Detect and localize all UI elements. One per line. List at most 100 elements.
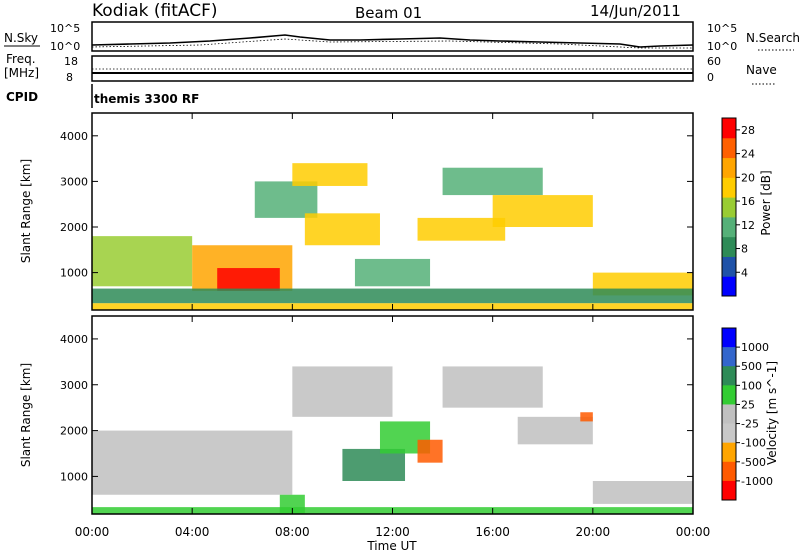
velocity-colorbar-frame [721,327,737,501]
velocity-colorbar-cell-5 [722,423,736,444]
xtick-label-2: 08:00 [275,525,310,539]
velocity-colorbar-cell-1 [722,347,736,367]
date-title: 14/Jun/2011 [590,2,681,20]
station-title: Kodiak (fitACF) [92,1,218,21]
velocity-colorbar-cell-7 [722,461,736,482]
xtick-label-5: 20:00 [576,525,611,539]
power-colorbar-cell-7 [722,137,736,159]
power-colorbar-cell-1 [722,256,736,277]
power-region-5 [292,163,368,186]
vel-region-1 [92,430,293,495]
power-region-12 [92,288,693,304]
velocity-colorbar-label-1: 500 [741,360,762,373]
nave-tick-top: 60 [707,55,721,68]
freq-panel: Freq. [MHz] 18 8 60 0 Nave [4,52,777,85]
time-axis: 00:00 04:00 08:00 12:00 16:00 20:00 00:00 [75,525,711,539]
vel-region-9 [592,481,693,504]
power-region-6 [304,213,380,246]
power-region-7 [354,258,431,287]
power-colorbar-frame [721,117,737,297]
velocity-colorbar-label: Velocity [m s^-1] [765,361,779,465]
xtick-label-6: 00:00 [676,525,711,539]
power-colorbar-label-2: 12 [741,219,755,232]
nsky-frame [91,21,694,52]
nave-tick-bottom: 0 [707,71,714,84]
velocity-colorbar-label-2: 100 [741,379,762,392]
velocity-colorbar-cell-8 [722,480,736,501]
nsearch-label: N.Search [746,31,800,45]
vel-region-7 [517,416,593,445]
power-colorbar-label: Power [dB] [759,170,773,235]
freq-tick-bottom: 8 [66,71,73,84]
cpid-label: CPID [6,90,38,104]
freq-frame [91,55,694,82]
vel-ytick-label-0: 1000 [60,470,88,483]
velocity-colorbar-label-4: -25 [741,418,759,431]
power-panel: 1000 2000 3000 4000 Slant Range [km] [19,112,694,311]
vel-ytick-label-2: 3000 [60,379,88,392]
velocity-colorbar-cell-3 [722,385,736,405]
power-heatmap [92,163,693,310]
velocity-colorbar: 1000 500 100 25 -25 -100 -500 -1000 [721,327,773,501]
nsky-label: N.Sky [4,31,38,45]
power-region-10 [492,195,593,228]
vel-ytick-label-1: 2000 [60,425,88,438]
vel-region-5 [417,439,443,463]
power-ylabel: Slant Range [km] [19,159,33,263]
velocity-ylabel: Slant Range [km] [19,363,33,467]
freq-unit: [MHz] [4,66,39,80]
power-ytick-label-0: 1000 [60,267,88,280]
power-ytick-label-1: 2000 [60,221,88,234]
freq-label: Freq. [6,52,36,66]
velocity-heatmap [92,366,693,514]
nsky-panel: N.Sky 10^5 10^0 10^5 10^0 N.Search [4,21,800,53]
power-colorbar-label-6: 28 [741,124,755,137]
power-region-8 [417,217,506,241]
power-colorbar-cell-8 [722,118,736,139]
velocity-panel: 1000 2000 3000 4000 Slant Range [km] [19,315,694,515]
nsky-tick-bottom: 10^0 [50,40,80,53]
velocity-colorbar-label-0: 1000 [741,341,769,354]
power-region-3 [217,268,280,291]
power-ytick-label-3: 4000 [60,130,88,143]
beam-title: Beam 01 [355,4,422,22]
xtick-label-1: 04:00 [175,525,210,539]
power-colorbar: 4 8 12 16 20 24 28 [721,117,755,297]
power-colorbar-cell-2 [722,236,736,257]
power-colorbar-label-3: 16 [741,195,755,208]
power-colorbar-cell-6 [722,157,736,178]
xtick-label-0: 00:00 [75,525,110,539]
power-region-1 [92,236,193,287]
power-colorbar-label-1: 8 [741,243,748,256]
xaxis-label: Time UT [366,539,417,553]
xtick-label-4: 16:00 [475,525,510,539]
power-y-axis: 1000 2000 3000 4000 [60,113,694,310]
nsky-tick-top: 10^5 [50,22,80,35]
velocity-colorbar-cell-6 [722,442,736,463]
power-region-4 [254,181,318,218]
power-colorbar-label-5: 24 [741,148,755,161]
velocity-colorbar-label-7: -1000 [741,475,773,488]
vel-region-3 [342,448,406,481]
vel-region-10 [279,494,305,514]
velocity-y-axis: 1000 2000 3000 4000 [60,316,694,514]
power-colorbar-cell-4 [722,197,736,218]
vel-region-8 [580,412,593,422]
vel-region-6 [442,366,543,408]
velocity-colorbar-label-5: -100 [741,437,766,450]
velocity-colorbar-label-3: 25 [741,398,755,411]
freq-tick-top: 18 [64,55,78,68]
cpid-value: themis 3300 RF [94,92,199,106]
power-colorbar-cell-3 [722,216,736,238]
power-colorbar-label-4: 20 [741,171,755,184]
velocity-colorbar-label-6: -500 [741,456,766,469]
power-colorbar-cell-5 [722,177,736,198]
power-region-9 [442,167,543,196]
nave-label: Nave [746,63,777,77]
power-colorbar-cell-0 [722,276,736,297]
velocity-colorbar-cell-2 [722,366,736,386]
power-colorbar-label-0: 4 [741,266,748,279]
power-ytick-label-2: 3000 [60,175,88,188]
nsearch-tick-bottom: 10^0 [707,40,737,53]
